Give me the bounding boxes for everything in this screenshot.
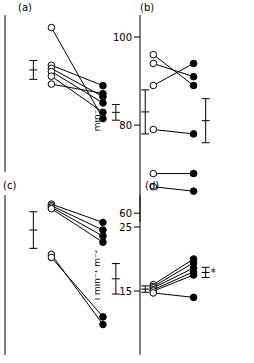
html-text:(b): (b) [140, 2, 155, 13]
svg-text:l min⁻¹ m⁻²: l min⁻¹ m⁻² [95, 249, 102, 300]
svg-text:***: *** [121, 274, 122, 285]
svg-text:25: 25 [119, 222, 132, 233]
svg-text:*: * [211, 267, 216, 278]
html-text:(a): (a) [18, 2, 32, 13]
svg-text:60: 60 [119, 208, 132, 219]
html-text:(c): (c) [3, 180, 17, 191]
html-text:(d): (d) [145, 180, 160, 191]
svg-text:15: 15 [119, 286, 132, 297]
svg-text:100: 100 [113, 32, 132, 43]
svg-text:80: 80 [119, 120, 132, 131]
svg-text:min⁻¹: min⁻¹ [95, 105, 102, 131]
